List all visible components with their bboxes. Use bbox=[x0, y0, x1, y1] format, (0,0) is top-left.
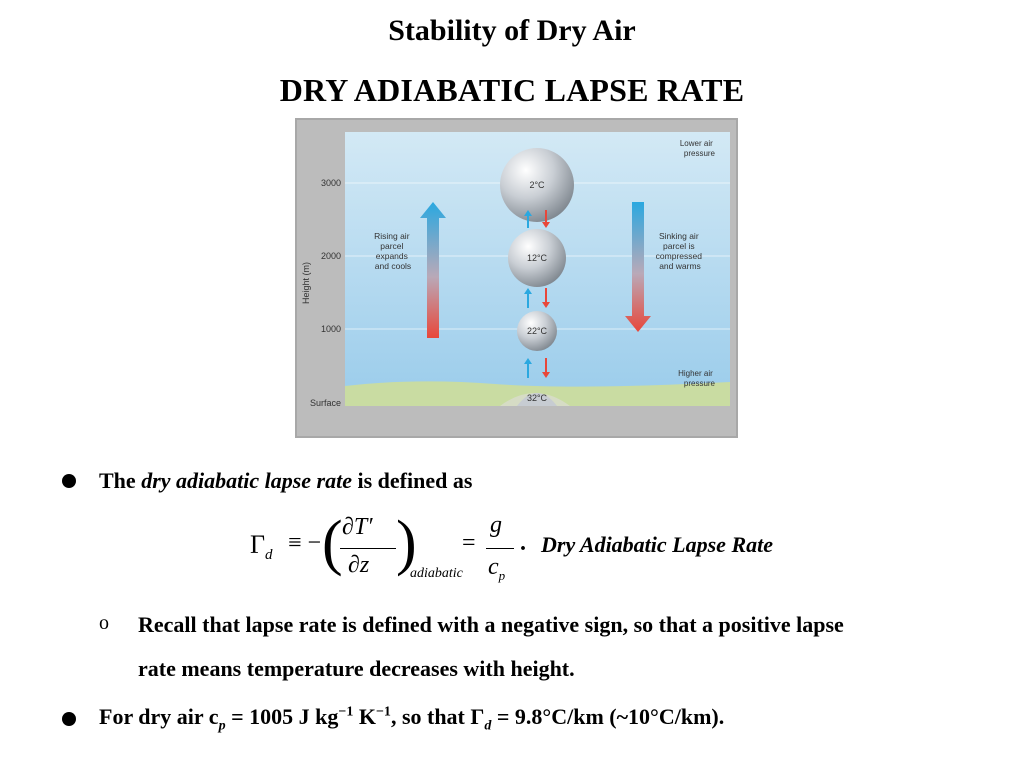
parcel-top bbox=[500, 148, 574, 222]
eq-paren-close: ) bbox=[396, 509, 417, 577]
y-tick: 2000 bbox=[321, 251, 341, 261]
rising-parcel-label: Rising air parcel expands and cools bbox=[374, 231, 412, 271]
eq-equiv: ≡ − bbox=[288, 530, 322, 556]
eq-rhs-den: cp bbox=[488, 554, 506, 583]
parcel-temp: 22°C bbox=[527, 326, 548, 336]
eq-equals: = bbox=[462, 530, 476, 556]
y-axis-label: Height (m) bbox=[301, 262, 311, 304]
top-right-label: Lower air pressure bbox=[680, 139, 716, 158]
bullet-icon bbox=[62, 712, 76, 726]
eq-label: Dry Adiabatic Lapse Rate bbox=[541, 532, 773, 557]
eq-denominator: ∂z bbox=[348, 552, 370, 578]
bullet-dry-air-values: For dry air cp = 1005 J kg−1 K−1, so tha… bbox=[99, 704, 725, 734]
lapse-rate-figure: 3000 2000 1000 Surface Height (m) Lower … bbox=[295, 118, 738, 438]
parcel-low bbox=[517, 311, 557, 351]
eq-rhs-bar bbox=[486, 548, 514, 549]
lapse-rate-equation: Γd ≡ − ( ∂T′ ∂z ) adiabatic = g cp . Dry… bbox=[250, 509, 850, 592]
sub-bullet-marker: o bbox=[99, 612, 109, 634]
y-tick: 1000 bbox=[321, 324, 341, 334]
eq-condition: adiabatic bbox=[410, 566, 463, 581]
small-arrows bbox=[524, 210, 550, 378]
bottom-right-label: Higher air pressure bbox=[678, 369, 715, 388]
rising-arrow bbox=[420, 202, 446, 338]
sinking-arrow bbox=[625, 202, 651, 332]
parcel-temp: 12°C bbox=[527, 253, 548, 263]
eq-frac-bar bbox=[340, 548, 396, 549]
bullet-definition: The dry adiabatic lapse rate is defined … bbox=[99, 468, 473, 493]
eq-rhs-num: g bbox=[490, 512, 502, 538]
slide-title: Stability of Dry Air bbox=[388, 14, 636, 47]
parcel-surface bbox=[517, 393, 557, 406]
slide-subtitle: DRY ADIABATIC LAPSE RATE bbox=[279, 72, 745, 108]
eq-paren-open: ( bbox=[322, 509, 343, 577]
y-tick: 3000 bbox=[321, 178, 341, 188]
sub-bullet-line1: Recall that lapse rate is defined with a… bbox=[138, 612, 844, 637]
parcel-mid bbox=[508, 229, 566, 287]
parcel-temp: 32°C bbox=[527, 393, 548, 403]
eq-lhs: Γd bbox=[250, 530, 273, 564]
eq-numerator: ∂T′ bbox=[342, 514, 373, 540]
y-tick: Surface bbox=[310, 398, 341, 408]
eq-period: . bbox=[520, 530, 526, 556]
bullet-icon bbox=[62, 474, 76, 488]
sinking-parcel-label: Sinking air parcel is compressed and war… bbox=[656, 231, 705, 271]
sub-bullet-line2: rate means temperature decreases with he… bbox=[138, 656, 575, 681]
parcel-temp: 2°C bbox=[529, 180, 545, 190]
